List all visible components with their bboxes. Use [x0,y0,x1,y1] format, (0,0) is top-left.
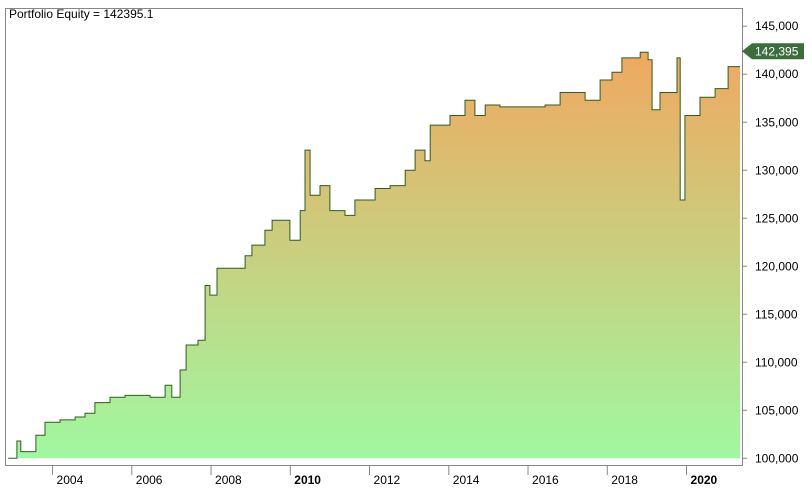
y-tick-label: 120,000 [755,259,799,273]
y-tick-label: 145,000 [755,19,799,33]
y-tick-label: 135,000 [755,115,799,129]
x-tick-label: 2008 [215,473,242,487]
x-tick-label: 2016 [532,473,559,487]
y-tick-label: 100,000 [755,451,799,465]
x-tick-label: 2012 [374,473,401,487]
x-tick-label: 2020 [691,473,718,487]
y-tick-label: 130,000 [755,163,799,177]
y-tick-label: 110,000 [755,355,798,369]
x-tick-label: 2004 [57,473,84,487]
last-value-label: 142,395 [755,44,799,58]
chart-title: Portfolio Equity = 142395.1 [9,7,154,21]
x-tick-label: 2006 [136,473,163,487]
y-tick-label: 140,000 [755,67,799,81]
y-tick-label: 125,000 [755,211,799,225]
y-tick-label: 115,000 [755,307,798,321]
x-tick-label: 2010 [294,473,321,487]
x-tick-label: 2018 [611,473,638,487]
last-value-tag [742,43,804,60]
equity-line [8,51,740,459]
equity-area [8,52,740,459]
y-tick-label: 105,000 [755,403,799,417]
x-tick-label: 2014 [453,473,480,487]
